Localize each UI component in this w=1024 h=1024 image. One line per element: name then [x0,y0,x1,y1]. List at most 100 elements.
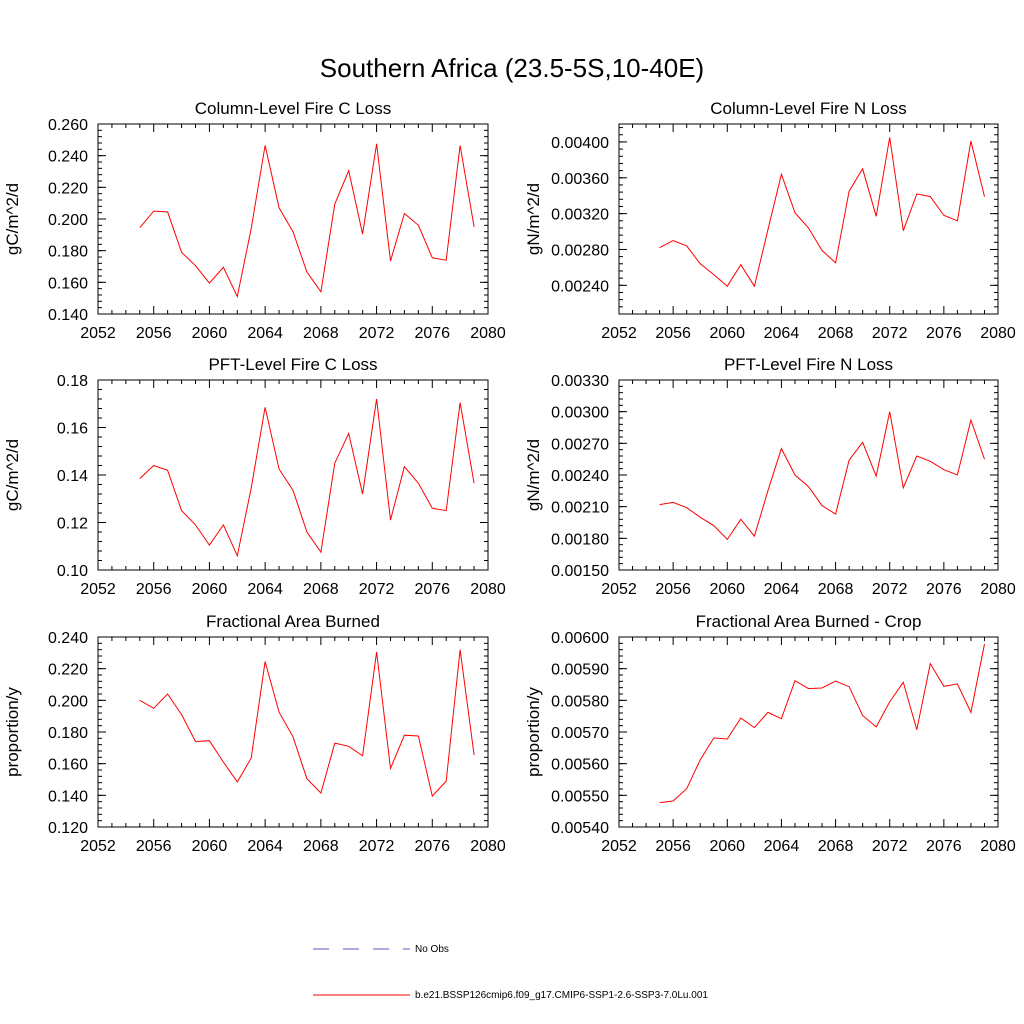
x-tick-label: 2056 [136,325,172,342]
chart-panel-column-fire-n-loss: Column-Level Fire N Loss gN/m^2/d 2052 2056… [524,99,1016,342]
x-tick-label: 2072 [359,325,395,342]
x-tick-label: 2076 [926,838,962,855]
y-tick-label: 0.00360 [551,171,609,188]
x-tick-label: 2060 [709,581,745,598]
plot-frame [97,379,489,571]
y-tick-label: 0.12 [57,516,88,533]
x-tick-label: 2076 [414,325,450,342]
x-tick-label: 2076 [414,838,450,855]
panel-title: Fractional Area Burned - Crop [696,612,922,631]
y-tick-label: 0.200 [48,693,88,710]
series-line [139,649,475,798]
x-tick-label: 2052 [601,581,637,598]
chart-panel-fractional-area-burned: Fractional Area Burned proportion/y 2052 20… [3,612,506,855]
x-tick-label: 2080 [980,581,1016,598]
y-tick-label: 0.00270 [551,436,609,453]
panel-title: PFT-Level Fire N Loss [724,355,893,374]
series-line [659,643,985,804]
panel-title: Column-Level Fire C Loss [195,99,392,118]
x-tick-label: 2072 [359,838,395,855]
x-tick-label: 2060 [192,838,228,855]
x-tick-label: 2076 [926,581,962,598]
x-tick-label: 2080 [980,325,1016,342]
y-tick-label: 0.00240 [551,468,609,485]
y-tick-label: 0.18 [57,373,88,390]
x-tick-label: 2056 [655,838,691,855]
x-tick-label: 2060 [192,325,228,342]
y-tick-label: 0.220 [48,662,88,679]
y-axis-label: proportion/y [3,687,22,777]
x-tick-label: 2072 [872,325,908,342]
x-tick-label: 2080 [470,325,506,342]
x-tick-label: 2052 [80,838,116,855]
x-tick-label: 2052 [601,838,637,855]
x-tick-label: 2076 [926,325,962,342]
x-tick-label: 2064 [247,581,283,598]
x-tick-label: 2080 [470,581,506,598]
x-tick-label: 2080 [980,838,1016,855]
series-line [659,137,985,288]
y-tick-label: 0.00240 [551,278,609,295]
y-tick-label: 0.10 [57,563,88,580]
y-tick-label: 0.140 [48,788,88,805]
y-tick-label: 0.00570 [551,725,609,742]
x-tick-label: 2064 [764,325,800,342]
chart-panel-pft-fire-c-loss: PFT-Level Fire C Loss gC/m^2/d 2052 2056 206… [3,355,506,598]
y-tick-label: 0.00150 [551,563,609,580]
y-axis-label: gN/m^2/d [524,439,543,511]
plot-frame [97,123,489,315]
x-tick-label: 2068 [818,581,854,598]
y-tick-label: 0.00560 [551,757,609,774]
x-tick-label: 2060 [709,838,745,855]
x-tick-label: 2064 [764,838,800,855]
panel-title: PFT-Level Fire C Loss [208,355,377,374]
y-tick-label: 0.00300 [551,405,609,422]
plot-frame [97,636,489,828]
y-tick-label: 0.240 [48,630,88,647]
panel-title: Column-Level Fire N Loss [710,99,907,118]
y-tick-label: 0.00600 [551,630,609,647]
x-tick-label: 2080 [470,838,506,855]
x-tick-label: 2052 [80,581,116,598]
y-tick-label: 0.220 [48,180,88,197]
legend: No Obs b.e21.BSSP126cmip6.f09_g17.CMIP6-… [313,944,708,1001]
y-axis-label: gN/m^2/d [524,183,543,255]
x-tick-label: 2060 [709,325,745,342]
x-tick-label: 2056 [136,838,172,855]
y-tick-label: 0.00210 [551,500,609,517]
y-axis-label: gC/m^2/d [3,439,22,511]
series-line [139,398,475,558]
y-tick-label: 0.00330 [551,373,609,390]
y-tick-label: 0.00280 [551,242,609,259]
x-tick-label: 2072 [872,838,908,855]
x-tick-label: 2068 [303,581,339,598]
x-tick-label: 2064 [247,838,283,855]
series-line [659,411,985,541]
y-axis-label: proportion/y [524,687,543,777]
x-tick-label: 2068 [818,838,854,855]
plot-frame [618,379,999,571]
x-tick-label: 2052 [80,325,116,342]
y-tick-label: 0.180 [48,244,88,261]
plot-frame [618,123,999,315]
y-tick-label: 0.260 [48,117,88,134]
y-tick-label: 0.120 [48,820,88,837]
y-tick-label: 0.00540 [551,820,609,837]
panel-title: Fractional Area Burned [206,612,380,631]
x-tick-label: 2052 [601,325,637,342]
y-tick-label: 0.200 [48,212,88,229]
y-tick-label: 0.14 [57,468,88,485]
chart-panel-pft-fire-n-loss: PFT-Level Fire N Loss gN/m^2/d 2052 2056 206… [524,355,1016,598]
x-tick-label: 2060 [192,581,228,598]
y-tick-label: 0.16 [57,421,88,438]
x-tick-label: 2064 [764,581,800,598]
panels-grid: Column-Level Fire C Loss gC/m^2/d 2052 2056… [3,99,1016,855]
series-line [139,143,475,299]
legend-no-obs-label: No Obs [415,944,449,955]
y-tick-label: 0.160 [48,757,88,774]
y-axis-label: gC/m^2/d [3,183,22,255]
chart-panel-column-fire-c-loss: Column-Level Fire C Loss gC/m^2/d 2052 2056… [3,99,506,342]
y-tick-label: 0.00580 [551,693,609,710]
x-tick-label: 2072 [872,581,908,598]
